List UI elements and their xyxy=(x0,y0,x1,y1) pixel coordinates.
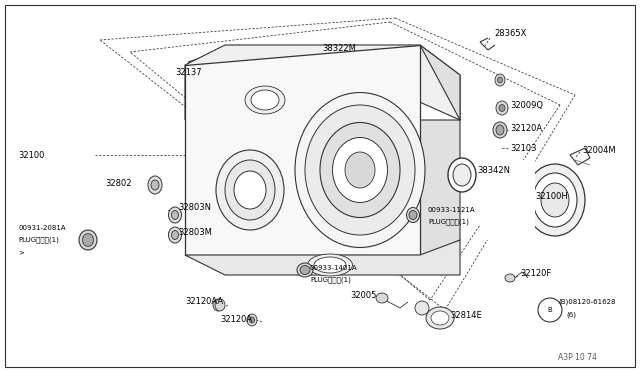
Ellipse shape xyxy=(215,299,225,311)
Ellipse shape xyxy=(541,183,569,217)
Text: PLUGプラグ(1): PLUGプラグ(1) xyxy=(310,277,351,283)
Text: PLUGプラグ(1): PLUGプラグ(1) xyxy=(428,219,469,225)
Ellipse shape xyxy=(307,254,353,276)
Ellipse shape xyxy=(409,211,417,219)
Ellipse shape xyxy=(406,208,419,222)
Ellipse shape xyxy=(213,299,223,311)
Ellipse shape xyxy=(216,150,284,230)
Ellipse shape xyxy=(426,307,454,329)
Polygon shape xyxy=(420,45,460,260)
Circle shape xyxy=(415,301,429,315)
Circle shape xyxy=(538,298,562,322)
Ellipse shape xyxy=(305,105,415,235)
Text: 32120A: 32120A xyxy=(220,315,252,324)
Ellipse shape xyxy=(83,234,93,247)
Ellipse shape xyxy=(345,152,375,188)
Ellipse shape xyxy=(250,317,255,323)
FancyBboxPatch shape xyxy=(480,160,535,240)
Ellipse shape xyxy=(300,266,310,275)
Ellipse shape xyxy=(453,164,471,186)
Ellipse shape xyxy=(497,77,502,83)
Ellipse shape xyxy=(247,314,257,326)
Ellipse shape xyxy=(314,257,346,273)
Ellipse shape xyxy=(320,122,400,218)
Ellipse shape xyxy=(172,211,179,219)
Text: 00931-2081A: 00931-2081A xyxy=(18,225,66,231)
Ellipse shape xyxy=(431,311,449,325)
Text: 32100H: 32100H xyxy=(535,192,568,201)
Ellipse shape xyxy=(172,231,179,240)
Text: A3P 10 74: A3P 10 74 xyxy=(558,353,597,362)
Ellipse shape xyxy=(225,160,275,220)
Ellipse shape xyxy=(245,86,285,114)
Text: 32137: 32137 xyxy=(175,67,202,77)
Text: 32802: 32802 xyxy=(105,179,131,187)
Text: 28365X: 28365X xyxy=(494,29,526,38)
Text: 32803M: 32803M xyxy=(178,228,212,237)
Ellipse shape xyxy=(333,138,387,202)
Polygon shape xyxy=(185,45,420,255)
Ellipse shape xyxy=(505,274,515,282)
Ellipse shape xyxy=(499,105,505,112)
Ellipse shape xyxy=(533,173,577,227)
Ellipse shape xyxy=(148,176,162,194)
Text: 32004M: 32004M xyxy=(582,145,616,154)
Ellipse shape xyxy=(251,90,279,110)
Ellipse shape xyxy=(151,180,159,190)
Text: 38322M: 38322M xyxy=(322,44,356,52)
Text: (6): (6) xyxy=(566,312,576,318)
Text: 32005: 32005 xyxy=(350,292,376,301)
Ellipse shape xyxy=(495,74,505,86)
Polygon shape xyxy=(185,45,460,120)
Ellipse shape xyxy=(448,158,476,192)
Text: 32814E: 32814E xyxy=(450,311,482,321)
Polygon shape xyxy=(185,240,460,275)
Ellipse shape xyxy=(216,302,221,308)
Text: 32103: 32103 xyxy=(510,144,536,153)
Text: 32120F: 32120F xyxy=(520,269,551,278)
Ellipse shape xyxy=(168,207,182,223)
Text: >: > xyxy=(18,249,24,255)
Text: (B)08120-61628: (B)08120-61628 xyxy=(558,299,616,305)
Ellipse shape xyxy=(168,227,182,243)
FancyBboxPatch shape xyxy=(5,5,635,367)
Text: B: B xyxy=(548,307,552,313)
Ellipse shape xyxy=(234,171,266,209)
Text: 00933-1121A: 00933-1121A xyxy=(428,207,476,213)
Text: 32120A: 32120A xyxy=(510,124,542,132)
Ellipse shape xyxy=(297,263,313,277)
Ellipse shape xyxy=(496,101,508,115)
Ellipse shape xyxy=(525,164,585,236)
Ellipse shape xyxy=(295,93,425,247)
Text: 32803N: 32803N xyxy=(178,202,211,212)
Ellipse shape xyxy=(79,230,97,250)
Text: 32009Q: 32009Q xyxy=(510,100,543,109)
Ellipse shape xyxy=(493,122,507,138)
Ellipse shape xyxy=(376,293,388,303)
Ellipse shape xyxy=(496,125,504,135)
Text: 32120AA: 32120AA xyxy=(185,298,223,307)
Text: 00933-1401A: 00933-1401A xyxy=(310,265,358,271)
Text: 32100: 32100 xyxy=(18,151,44,160)
Text: PLUGプラグ(1): PLUGプラグ(1) xyxy=(18,237,59,243)
Text: 38342N: 38342N xyxy=(477,166,510,174)
